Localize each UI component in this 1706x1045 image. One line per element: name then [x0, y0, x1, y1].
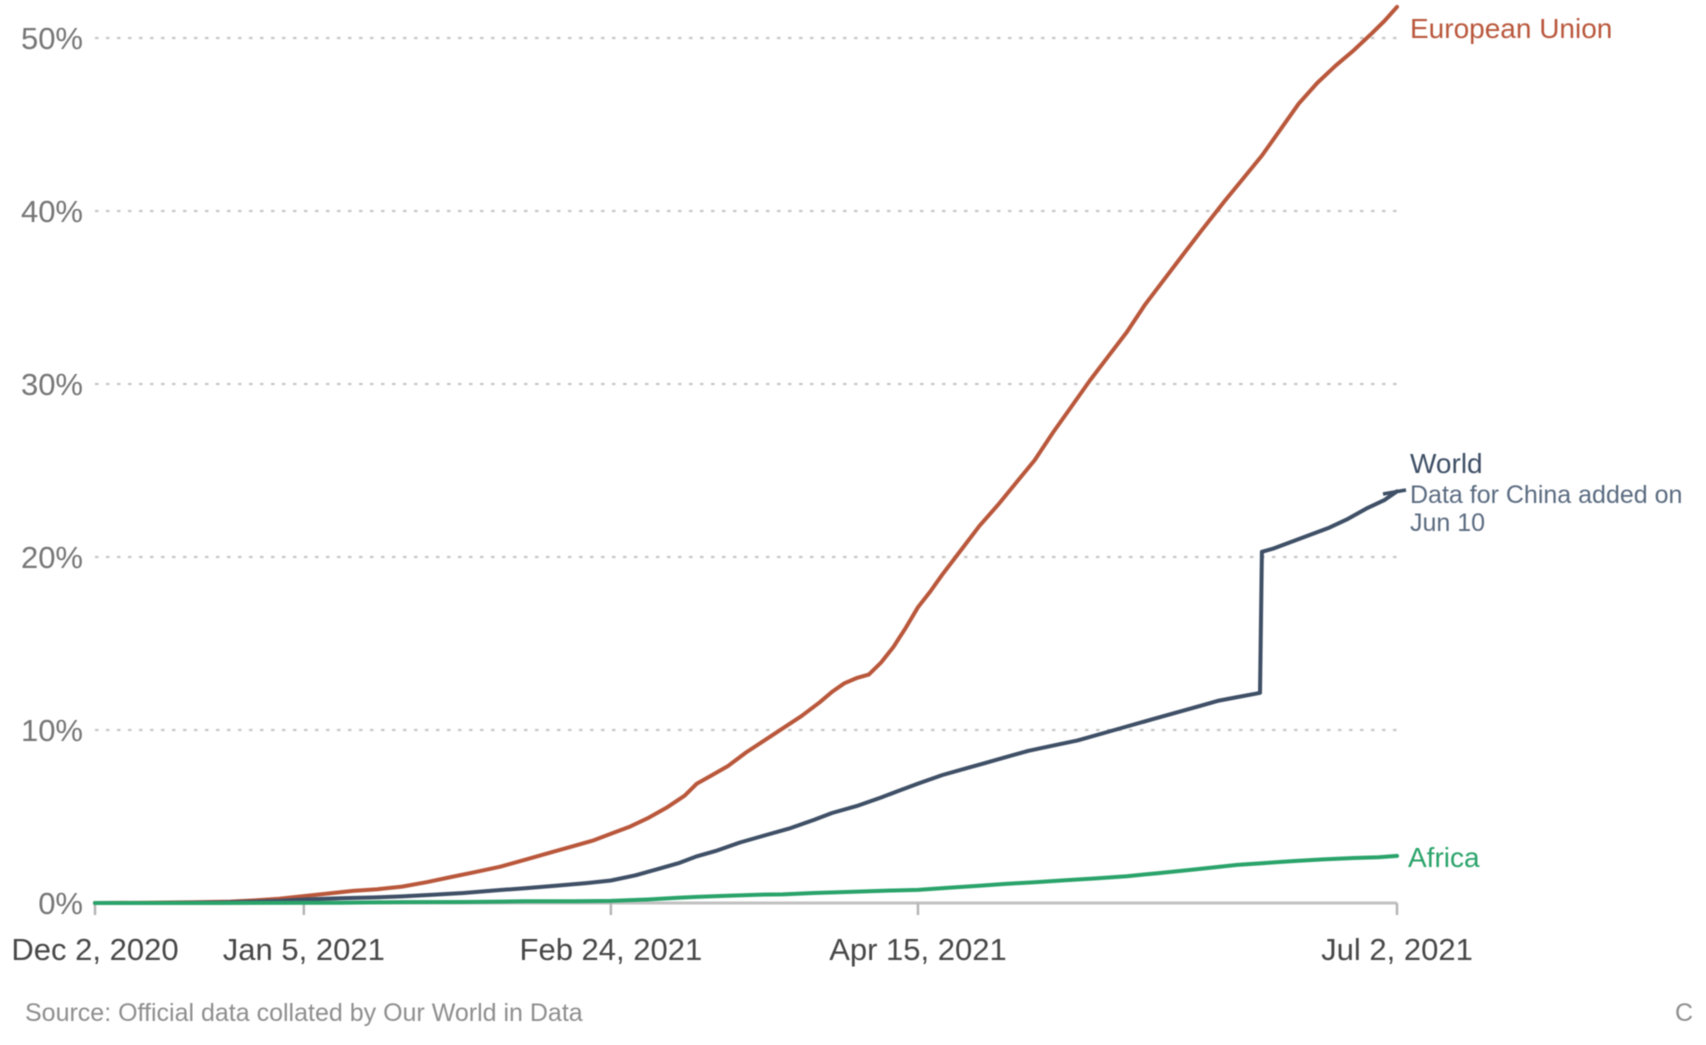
line-european-union: [93, 4, 1399, 905]
world-annotation-line1: Data for China added on: [1410, 481, 1682, 509]
x-tick-label-1: Jan 5, 2021: [223, 932, 385, 967]
y-tick-label-30: 30%: [21, 367, 83, 402]
world-leader-line: [1382, 488, 1407, 496]
y-tick-label-10: 10%: [21, 713, 83, 748]
line-africa: [93, 853, 1399, 905]
source-note: Source: Official data collated by Our Wo…: [25, 999, 583, 1027]
x-tick-label-2: Feb 24, 2021: [520, 932, 703, 967]
series-label-africa: Africa: [1408, 842, 1480, 873]
license-fragment: C: [1675, 999, 1693, 1027]
y-tick-label-20: 20%: [21, 540, 83, 575]
line-world: [93, 489, 1399, 905]
y-tick-label-0: 0%: [38, 886, 83, 921]
y-tick-label-50: 50%: [21, 21, 83, 56]
x-tick-label-4: Jul 2, 2021: [1321, 932, 1473, 967]
axis-group: 0% 10% 20% 30% 40% 50% Dec 2, 2020 Jan 5, 2021 F…: [11, 21, 1472, 967]
series-label-world: World: [1410, 448, 1483, 479]
y-tick-label-40: 40%: [21, 194, 83, 229]
x-tick-label-0: Dec 2, 2020: [11, 932, 178, 967]
world-annotation-line2: Jun 10: [1410, 509, 1485, 537]
gridlines-group: [95, 36, 1397, 732]
series-label-european-union: European Union: [1410, 13, 1612, 44]
series-lines-group: [93, 4, 1399, 905]
x-tick-label-3: Apr 15, 2021: [829, 932, 1007, 967]
